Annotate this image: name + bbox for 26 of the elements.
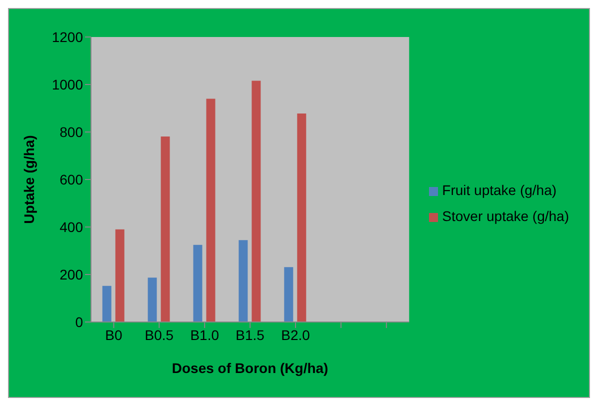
bar [284, 267, 294, 322]
x-tick-label: B1.0 [190, 326, 220, 343]
x-tick-label: B1.5 [236, 326, 265, 343]
bar [238, 240, 248, 322]
bar [297, 113, 306, 322]
bar [160, 136, 170, 322]
y-tick-label: 1000 [52, 76, 84, 92]
bar [148, 278, 157, 322]
bar [193, 244, 202, 322]
bar [252, 80, 261, 322]
y-axis-title: Uptake (g/ha) [20, 135, 37, 224]
bar [206, 98, 216, 322]
y-tick-label: 400 [60, 218, 84, 235]
y-tick-label: 1200 [52, 28, 84, 45]
y-tick-label: 800 [60, 124, 84, 140]
y-tick-label: 200 [60, 266, 84, 282]
y-tick-label: 0 [75, 314, 84, 330]
y-tick-label: 600 [60, 171, 84, 188]
legend-label: Fruit uptake (g/ha) [442, 182, 557, 198]
x-tick-label: B0 [105, 326, 122, 343]
bar [102, 286, 112, 322]
x-axis-title: Doses of Boron (Kg/ha) [172, 360, 328, 376]
bar [115, 229, 124, 322]
x-tick-label: B2.0 [281, 326, 310, 343]
x-tick-label: B0.5 [144, 326, 174, 343]
legend-label: Stover uptake (g/ha) [442, 208, 569, 224]
